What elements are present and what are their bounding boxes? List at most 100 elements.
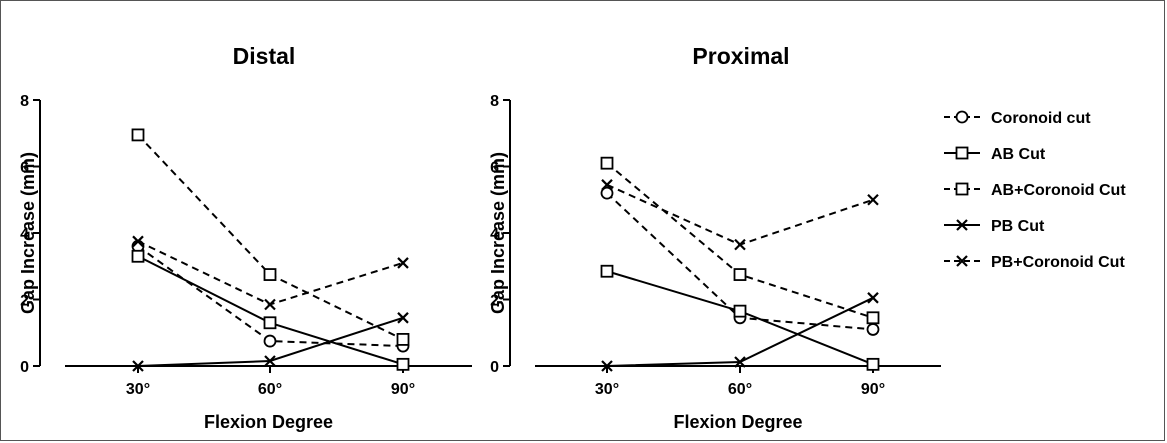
y-tick-label: 0 [20,359,29,376]
series-line-pb-coronoid-cut [606,183,874,246]
legend-item: Coronoid cut [944,110,1091,127]
legend-marker [956,219,968,231]
y-tick-label: 0 [490,359,499,376]
legend-marker-stroke-b [956,219,968,231]
legend-item: AB Cut [944,146,1046,163]
y-tick-label: 6 [20,160,29,177]
panel-title-1: Distal [233,43,296,69]
data-point-ab-cut [866,357,880,371]
data-point-pb-coronoid-cut [867,193,879,206]
y-axis-label: Gap Increase (mm) [18,152,38,314]
data-point-pb-cut-stroke-b [867,292,879,304]
data-point-pb-coronoid-cut-stroke-b [601,179,613,191]
series-line-ab-coronoid-cut [137,134,404,341]
legend-label: AB Cut [991,146,1046,163]
legend-marker [955,182,969,196]
data-point-ab-cut [733,304,747,318]
data-point-ab-cut [600,264,614,278]
y-axis-label: Gap Increase (mm) [488,152,508,314]
data-point-pb-coronoid-cut [132,235,144,248]
y-tick-label: 2 [490,293,499,310]
legend-item: AB+Coronoid Cut [944,182,1126,199]
data-point-pb-cut [264,355,276,367]
data-point-ab-coronoid-cut [866,311,880,325]
data-point-pb-cut [867,292,879,304]
data-point-pb-coronoid-cut-stroke-b [132,235,144,248]
data-point-coronoid-cut [600,186,614,200]
data-point-coronoid-cut [866,323,880,336]
data-point-ab-cut-shape [866,357,880,371]
data-point-ab-coronoid-cut-shape [600,156,614,170]
data-point-pb-coronoid-cut-stroke-b [734,238,746,251]
data-point-pb-coronoid-cut-stroke-b [867,193,879,206]
x-tick-label: 30° [595,381,619,398]
data-point-ab-coronoid-cut [396,332,410,346]
data-point-ab-coronoid-cut [263,268,277,281]
legend-marker [955,110,969,124]
data-point-ab-cut-shape [131,249,145,263]
data-point-pb-cut [601,360,613,372]
legend-item: PB Cut [944,218,1045,235]
data-point-pb-coronoid-cut-stroke-b [264,298,276,311]
y-tick-label: 4 [20,226,29,243]
data-point-ab-cut-shape [396,357,410,371]
x-tick-label: 90° [391,381,415,398]
y-tick-label: 8 [490,93,499,110]
data-point-ab-cut [396,357,410,371]
data-point-pb-cut [734,356,746,368]
data-point-ab-coronoid-cut [600,156,614,170]
legend-marker-stroke-b [956,255,968,267]
data-point-pb-cut-stroke-b [397,312,409,324]
data-point-pb-cut-stroke-b [132,360,144,372]
series-line-ab-coronoid-cut [606,162,874,319]
legend-marker-shape [955,182,969,196]
data-point-ab-cut-shape [600,264,614,278]
data-point-pb-coronoid-cut [734,238,746,251]
panel-title-2: Proximal [692,43,789,69]
x-tick-label: 90° [861,381,885,398]
x-axis-label: Flexion Degree [673,412,802,432]
legend-marker [955,146,969,160]
y-tick-label: 4 [490,226,499,243]
data-point-ab-coronoid-cut-shape [866,311,880,325]
data-point-ab-coronoid-cut [733,268,747,281]
data-point-coronoid-cut-shape [866,323,880,336]
data-point-ab-coronoid-cut [131,128,145,142]
legend-marker-shape [955,146,969,160]
legend-label: Coronoid cut [991,110,1091,127]
data-point-ab-cut [131,249,145,263]
y-tick-label: 6 [490,160,499,177]
data-point-pb-cut-stroke-b [264,355,276,367]
data-point-pb-coronoid-cut-stroke-b [397,257,409,269]
y-tick-label: 2 [20,293,29,310]
data-point-ab-cut-shape [263,316,277,330]
data-point-pb-cut-stroke-b [601,360,613,372]
data-point-pb-coronoid-cut [397,257,409,269]
legend-item: PB+Coronoid Cut [944,254,1125,271]
x-tick-label: 60° [258,381,282,398]
legend-label: PB+Coronoid Cut [991,254,1125,271]
data-point-pb-cut [397,312,409,324]
data-point-pb-cut-stroke-b [734,356,746,368]
legend-label: PB Cut [991,218,1045,235]
data-point-ab-coronoid-cut-shape [263,268,277,281]
data-point-pb-coronoid-cut [601,179,613,191]
data-point-coronoid-cut-shape [263,334,277,348]
y-tick-label: 8 [20,93,29,110]
x-tick-label: 60° [728,381,752,398]
data-point-coronoid-cut-shape [600,186,614,200]
legend-label: AB+Coronoid Cut [991,182,1126,199]
data-point-pb-cut [132,360,144,372]
data-point-ab-coronoid-cut-shape [396,332,410,346]
x-tick-label: 30° [126,381,150,398]
data-point-ab-cut [263,316,277,330]
legend-marker [956,255,968,267]
data-point-ab-coronoid-cut-shape [733,268,747,281]
data-point-ab-cut-shape [733,304,747,318]
legend-marker-shape [955,110,969,124]
data-point-pb-coronoid-cut [264,298,276,311]
data-point-ab-coronoid-cut-shape [131,128,145,142]
data-point-coronoid-cut [263,334,277,348]
